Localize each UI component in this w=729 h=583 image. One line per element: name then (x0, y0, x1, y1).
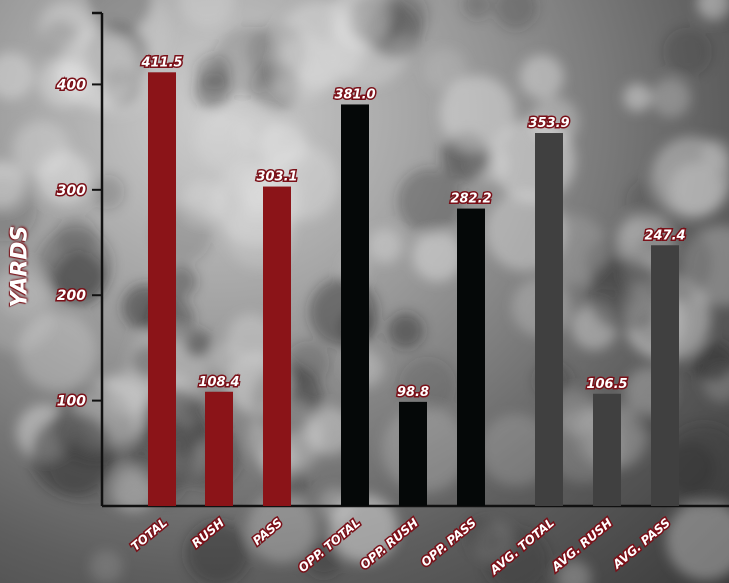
bokeh-circle (623, 83, 652, 112)
data-label: 98.8 (397, 385, 429, 400)
x-tick-label: OPP. PASS (418, 516, 479, 570)
bokeh-circle (18, 312, 97, 391)
bar (399, 401, 427, 506)
data-label: 303.1 (256, 170, 297, 185)
bokeh-circle (12, 120, 71, 179)
x-tick-label: AVG. RUSH (548, 516, 614, 575)
bokeh-circle (38, 227, 112, 302)
bokeh-circle (494, 0, 537, 30)
bokeh-circle (701, 138, 729, 170)
data-label: 381.0 (334, 87, 375, 102)
bar (205, 391, 233, 506)
bokeh-circle (556, 560, 592, 583)
bar (593, 393, 621, 506)
bar (341, 104, 369, 506)
bokeh-circle (195, 111, 255, 172)
bokeh-circle (423, 47, 467, 92)
data-label: 247.4 (644, 228, 685, 243)
bokeh-circle (183, 330, 212, 359)
bokeh-circle (519, 54, 564, 99)
data-label: 108.4 (198, 375, 239, 390)
bar (457, 208, 485, 506)
data-label: 282.2 (450, 192, 491, 207)
data-label: 411.5 (140, 55, 182, 70)
bokeh-circle (387, 312, 424, 349)
bokeh-circle (194, 72, 231, 110)
bokeh-circle (651, 78, 691, 118)
bokeh-circle (105, 370, 151, 416)
bar (148, 72, 176, 507)
bokeh-circle (412, 230, 464, 282)
bokeh-circle (662, 27, 713, 77)
x-tick-label: AVG. TOTAL (487, 516, 557, 578)
bokeh-circle (182, 180, 225, 223)
y-tick-label: 100 (57, 394, 86, 410)
bokeh-circle (304, 537, 344, 577)
bar (263, 186, 291, 506)
bokeh-circle (185, 521, 250, 583)
bokeh-circle (87, 0, 153, 34)
x-tick-label: OPP. RUSH (357, 516, 420, 572)
bokeh-circle (0, 160, 25, 208)
bokeh-circle (0, 52, 35, 100)
bokeh-circle (586, 256, 663, 333)
bokeh-circle (0, 262, 49, 317)
bokeh-circle (696, 0, 729, 20)
bokeh-circle (110, 466, 157, 513)
data-label: 106.5 (586, 377, 627, 392)
bokeh-circle (691, 341, 729, 385)
bokeh-circle (213, 26, 283, 96)
bokeh-circle (480, 414, 553, 487)
bar (535, 133, 563, 507)
x-tick-label: TOTAL (128, 516, 170, 554)
x-tick-label: RUSH (189, 516, 227, 551)
bokeh-circle (666, 500, 729, 581)
bokeh-circle (439, 75, 516, 151)
bokeh-circle (30, 412, 114, 496)
bokeh-circle (398, 356, 457, 414)
bokeh-circle (274, 35, 337, 99)
data-label: 353.9 (528, 116, 569, 131)
bokeh-circle (286, 341, 330, 385)
bokeh-circle (89, 550, 123, 583)
bokeh-circle (397, 168, 464, 235)
bokeh-circle (179, 0, 235, 28)
y-tick-label: 200 (57, 288, 86, 304)
bokeh-circle (462, 0, 492, 19)
bokeh-circle (246, 493, 317, 563)
bokeh-circle (367, 228, 403, 264)
bokeh-circle (89, 174, 125, 210)
bar (651, 245, 679, 506)
y-tick-label: 400 (56, 77, 86, 93)
y-tick-label: 300 (57, 183, 86, 199)
bokeh-circle (474, 522, 513, 562)
bokeh-circle (329, 0, 392, 48)
bokeh-circle (226, 313, 275, 363)
bokeh-circle (259, 122, 307, 169)
bokeh-circle (78, 39, 156, 117)
x-tick-label: OPP. TOTAL (296, 516, 363, 576)
x-tick-label: PASS (250, 516, 285, 548)
x-tick-label: AVG. PASS (609, 516, 673, 572)
